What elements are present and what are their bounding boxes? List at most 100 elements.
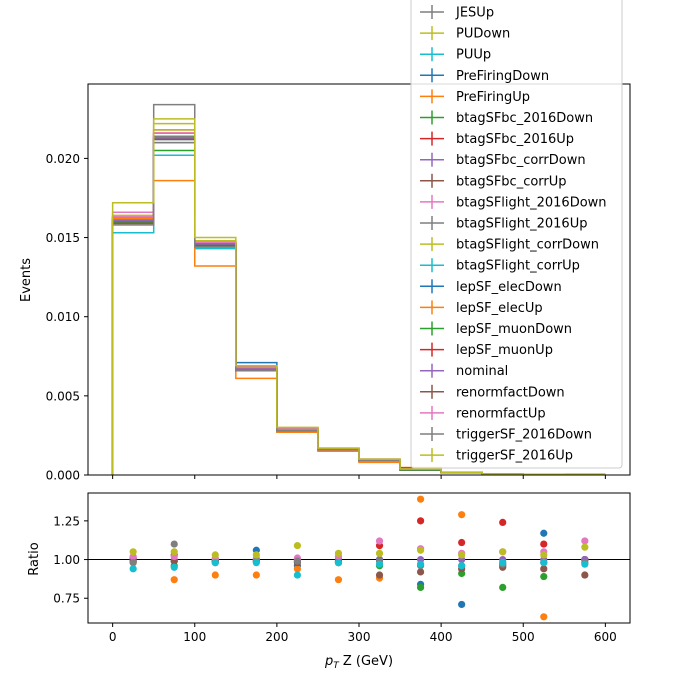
legend-label: PUUp <box>456 48 491 63</box>
ratio-x-tick-label: 200 <box>265 630 288 644</box>
ratio-x-tick-label: 600 <box>594 630 617 644</box>
legend-entry: btagSFbc_2016Down <box>420 110 593 126</box>
legend-label: btagSFbc_2016Up <box>456 132 574 147</box>
legend-entry: triggerSF_2016Up <box>420 448 573 464</box>
ratio-point <box>540 572 548 581</box>
legend-entry: btagSFlight_2016Down <box>420 194 607 210</box>
ratio-point <box>581 537 589 545</box>
legend-entry: renormfactDown <box>420 384 565 400</box>
main-x-ticks <box>112 475 606 479</box>
legend-label: PUDown <box>456 27 510 42</box>
x-axis-label-sub: T <box>333 661 340 671</box>
ratio-point <box>293 571 302 579</box>
legend-label: btagSFlight_2016Up <box>456 217 587 232</box>
ratio-point <box>211 551 219 559</box>
ratio-point <box>252 559 260 567</box>
legend-label: triggerSF_2016Down <box>456 428 592 443</box>
ratio-point <box>170 576 178 584</box>
ratio-y-tick-label: 1.00 <box>53 553 80 567</box>
ratio-y-ticks: 0.75 1.00 1.25 <box>53 514 88 606</box>
ratio-points-group <box>129 495 589 621</box>
ratio-point <box>458 600 466 609</box>
ratio-point <box>540 529 548 537</box>
ratio-y-tick-label: 1.25 <box>53 514 80 528</box>
ratio-point <box>334 559 343 567</box>
ratio-point <box>334 576 343 584</box>
legend-entry: lepSF_muonDown <box>420 321 572 337</box>
main-series-group <box>111 103 606 476</box>
main-y-tick-label: 0.000 <box>46 469 80 483</box>
main-y-tick-label: 0.015 <box>46 231 80 245</box>
ratio-point <box>416 568 425 576</box>
ratio-x-ticks: 0 100 200 300 400 500 600 <box>109 623 617 644</box>
legend-label: btagSFlight_2016Down <box>456 195 607 210</box>
main-axes-frame <box>87 83 631 476</box>
legend-label: lepSF_muonDown <box>456 322 572 337</box>
main-y-axis-label: Events <box>19 258 34 302</box>
ratio-point <box>293 557 302 565</box>
ratio-point <box>170 548 178 556</box>
legend-label: btagSFlight_corrUp <box>456 259 580 274</box>
legend-entry: nominal <box>420 363 508 379</box>
ratio-axes-frame <box>87 492 631 624</box>
ratio-point <box>129 559 137 567</box>
x-axis-label-rest: Z (GeV) <box>339 654 393 669</box>
main-y-tick-label: 0.010 <box>46 310 80 324</box>
ratio-point <box>293 565 302 573</box>
ratio-panel: 0.75 1.00 1.25 0 100 200 300 400 500 600 Ratio p… <box>27 492 631 671</box>
legend-label: btagSFbc_corrDown <box>456 153 586 168</box>
legend-entry: JESUp <box>420 5 494 21</box>
x-axis-label: pT Z (GeV) <box>324 654 393 671</box>
legend-items: JESUp PUDown PUUp PreFiringDown PreFiringUp b… <box>420 5 607 464</box>
ratio-x-tick-label: 0 <box>109 630 117 644</box>
ratio-point <box>129 565 137 573</box>
ratio-point <box>581 560 589 568</box>
ratio-point <box>581 571 589 579</box>
ratio-point <box>375 549 384 557</box>
legend-entry: btagSFbc_2016Up <box>420 131 574 147</box>
legend-label: lepSF_elecUp <box>456 301 543 316</box>
ratio-point <box>211 571 219 579</box>
ratio-point <box>416 495 425 503</box>
legend-label: lepSF_muonUp <box>456 343 553 358</box>
ratio-point <box>129 548 137 556</box>
legend-entry: btagSFbc_corrDown <box>420 152 586 168</box>
ratio-point <box>499 548 507 556</box>
x-axis-label-p: p <box>324 654 333 669</box>
legend-label: JESUp <box>455 6 494 21</box>
legend-box <box>410 0 623 469</box>
ratio-point <box>416 583 425 592</box>
ratio-y-tick-label: 0.75 <box>53 592 80 606</box>
legend-label: lepSF_elecDown <box>456 280 562 295</box>
ratio-point <box>540 551 548 559</box>
ratio-point <box>540 559 548 567</box>
ratio-point <box>540 540 548 548</box>
legend-entry: PreFiringDown <box>420 68 549 84</box>
ratio-point <box>458 551 466 559</box>
ratio-point <box>458 511 466 519</box>
legend-entry: triggerSF_2016Down <box>420 427 592 443</box>
legend-label: triggerSF_2016Up <box>456 449 573 464</box>
main-y-tick-label: 0.020 <box>46 152 80 166</box>
ratio-point <box>211 559 219 567</box>
ratio-x-tick-label: 500 <box>512 630 535 644</box>
ratio-point <box>416 546 425 554</box>
ratio-point <box>499 559 507 567</box>
ratio-point <box>252 551 260 559</box>
legend-entry: btagSFlight_corrDown <box>420 237 599 253</box>
ratio-point <box>293 542 302 550</box>
ratio-point <box>416 517 425 525</box>
ratio-point <box>499 583 507 592</box>
ratio-point <box>458 562 466 570</box>
legend-entry: btagSFlight_corrUp <box>420 258 580 274</box>
legend: JESUp PUDown PUUp PreFiringDown PreFiringUp b… <box>410 0 623 469</box>
ratio-point <box>334 549 343 557</box>
legend-entry: PUDown <box>420 26 510 42</box>
legend-entry: lepSF_muonUp <box>420 342 553 358</box>
legend-label: PreFiringUp <box>456 90 530 105</box>
legend-label: PreFiringDown <box>456 69 549 84</box>
ratio-point <box>416 560 425 568</box>
hist-series-triggerSF_2016Up <box>111 118 606 476</box>
main-y-ticks: 0.000 0.005 0.010 0.015 0.020 <box>46 152 88 483</box>
